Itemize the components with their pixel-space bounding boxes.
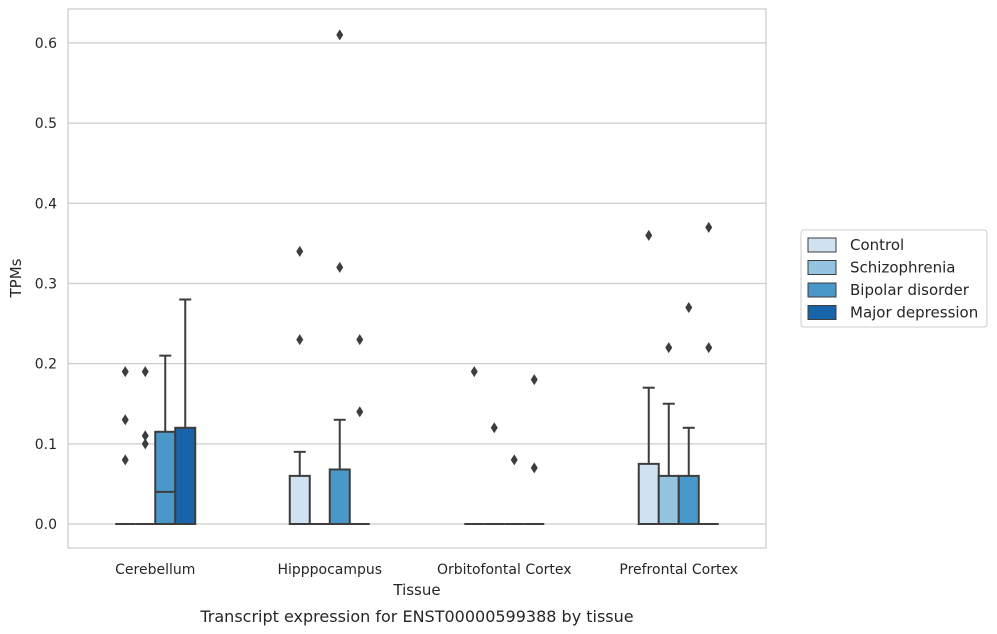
- legend-swatch: [807, 305, 837, 320]
- legend-swatch: [807, 260, 837, 275]
- box-group: [135, 366, 156, 525]
- outlier-point: [510, 454, 518, 466]
- boxes: [115, 29, 719, 525]
- outlier-point: [645, 229, 653, 241]
- box-group: [484, 422, 505, 525]
- outlier-point: [121, 366, 129, 378]
- box-group: [328, 29, 351, 525]
- x-axis-title: Tissue: [392, 581, 440, 599]
- legend-frame: [800, 229, 988, 328]
- legend-label: Schizophrenia: [850, 259, 955, 277]
- chart-caption: Transcript expression for ENST0000059938…: [199, 607, 633, 626]
- outlier-point: [141, 366, 149, 378]
- y-tick-label: 0.2: [35, 357, 57, 373]
- outlier-point: [336, 261, 344, 273]
- plot-frame: [67, 8, 767, 549]
- box: [677, 474, 700, 525]
- y-tick-label: 0.6: [35, 36, 57, 52]
- outlier-point: [530, 374, 538, 386]
- x-tick-label: Hipppocampus: [277, 562, 382, 578]
- outlier-point: [141, 430, 149, 442]
- box: [328, 468, 351, 525]
- x-tick-labels: Cerebellum Hipppocampus Orbitofontal Corte…: [115, 562, 738, 578]
- y-tick-label: 0.5: [35, 116, 57, 132]
- outlier-point: [665, 342, 673, 354]
- y-tick-label: 0.4: [35, 196, 57, 212]
- box: [637, 462, 660, 525]
- outlier-point: [296, 334, 304, 346]
- box-group: [504, 454, 525, 525]
- box: [154, 430, 177, 525]
- x-tick-label: Orbitofontal Cortex: [437, 562, 572, 578]
- outlier-point: [705, 342, 713, 354]
- box-group: [288, 245, 311, 525]
- box-group: [464, 366, 485, 525]
- box-group: [524, 374, 545, 525]
- outlier-point: [705, 221, 713, 233]
- outlier-point: [336, 29, 344, 41]
- outlier-point: [685, 302, 693, 314]
- box-group: [115, 366, 136, 525]
- y-axis-title: TPMs: [7, 258, 25, 298]
- outlier-point: [356, 334, 364, 346]
- box-group: [349, 334, 370, 525]
- outlier-point: [530, 462, 538, 474]
- legend: Control Schizophrenia Bipolar disorder Majo…: [800, 229, 988, 328]
- legend-label: Bipolar disorder: [850, 281, 970, 299]
- legend-label: Control: [850, 236, 904, 254]
- outlier-point: [296, 245, 304, 257]
- box-group: [698, 221, 719, 525]
- outlier-point: [470, 366, 478, 378]
- box-group: [677, 302, 700, 525]
- outlier-point: [121, 454, 129, 466]
- outlier-point: [490, 422, 498, 434]
- y-tick-label: 0.3: [35, 276, 57, 292]
- legend-swatch: [807, 282, 837, 298]
- legend-label: Major depression: [850, 304, 978, 322]
- outlier-point: [141, 438, 149, 450]
- legend-swatch: [807, 237, 837, 253]
- y-tick-label: 0.0: [35, 517, 57, 533]
- box: [657, 474, 680, 525]
- x-tick-label: Cerebellum: [115, 562, 195, 578]
- box-group: [174, 298, 197, 525]
- y-tick-labels: 0.0 0.1 0.2 0.3 0.4 0.5 0.6: [35, 36, 57, 533]
- x-tick-label: Prefrontal Cortex: [619, 562, 738, 578]
- y-tick-label: 0.1: [35, 437, 57, 453]
- box-group: [657, 342, 680, 525]
- box: [288, 474, 311, 525]
- outlier-point: [356, 406, 364, 418]
- box: [174, 426, 197, 525]
- outlier-point: [121, 414, 129, 426]
